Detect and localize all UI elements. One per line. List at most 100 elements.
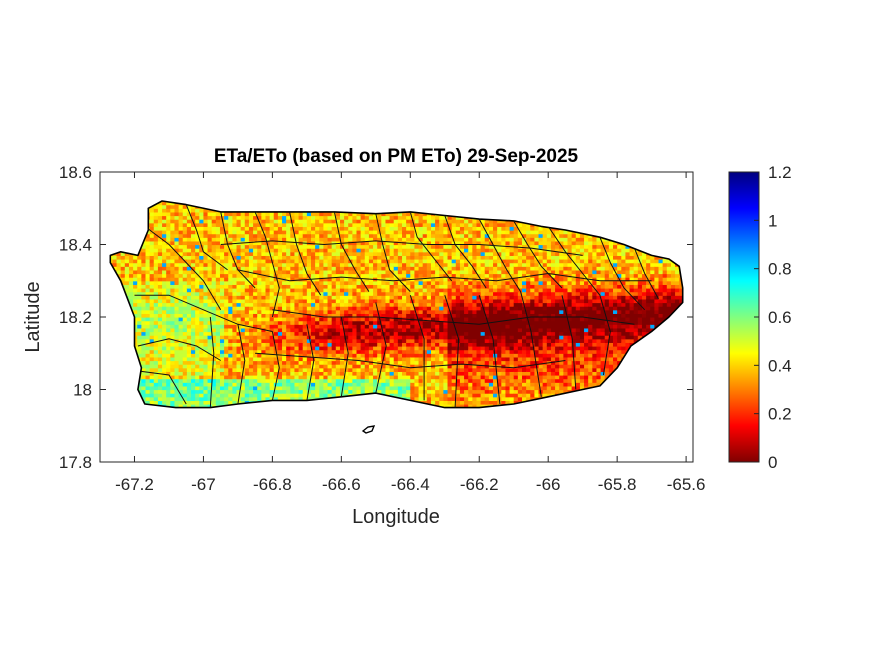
heat-cell [203,273,209,278]
heat-cell [422,295,428,300]
heat-cell [348,367,353,372]
heat-cell [306,302,312,307]
heat-cell [170,222,176,227]
heat-cell [265,338,271,343]
heat-cell [373,389,378,394]
heat-cell [166,204,171,209]
heat-cell [294,222,300,227]
heat-cell [364,237,370,242]
heat-cell [364,255,370,260]
heat-cell [149,356,155,362]
heat-cell [360,349,366,354]
heat-cell [352,335,358,340]
heat-cell [174,360,180,365]
heat-cell [277,320,283,325]
heat-cell [219,342,225,347]
heat-cell [228,356,233,362]
heat-cell [273,360,279,365]
heat-cell [422,375,428,380]
heat-cell [232,375,238,380]
heat-cell [166,273,171,278]
heat-cell [149,367,155,372]
heat-cell [302,393,308,398]
heat-cell [385,255,391,260]
heat-cell [348,317,353,322]
heat-cell [385,327,391,333]
heat-cell [286,331,291,336]
heat-cell [282,375,287,380]
heat-cell [162,371,167,376]
heat-cell [331,211,337,217]
heat-cell [203,342,209,347]
heat-cell [290,389,296,394]
heat-cell [277,382,283,387]
heat-cell [137,251,142,256]
heat-cell [323,367,329,372]
heat-cell [162,280,167,285]
heat-cell [414,324,420,329]
heat-cell [257,371,262,376]
heat-cell [406,356,411,362]
heat-cell [348,327,353,333]
heat-cell [253,342,258,347]
heat-cell [195,215,200,220]
heat-cell [228,288,233,293]
heat-cell [327,382,333,387]
heat-cell [153,298,159,304]
heat-cell [290,298,296,304]
heat-cell [273,284,279,289]
heat-cell [319,251,325,256]
heat-cell [298,313,304,318]
heat-cell [335,313,341,318]
heat-cell [331,284,337,289]
heat-cell [215,211,221,217]
heat-cell [203,230,209,235]
heat-cell [302,375,308,380]
heat-cell [145,356,151,362]
heat-cell [356,389,362,394]
heat-cell [435,240,440,246]
heat-cell [166,248,171,253]
heat-cell [385,331,391,336]
heat-cell [162,291,167,296]
heat-cell [166,346,171,351]
heat-cell [157,248,163,253]
heat-cell [261,226,267,231]
heat-cell [426,288,432,293]
heat-cell [277,248,283,253]
heat-cell [269,233,275,238]
heat-cell [311,309,316,314]
heat-cell [435,324,440,329]
heat-cell [203,259,209,264]
heat-cell [302,309,308,314]
heat-cell [389,284,395,289]
heat-cell [356,240,362,246]
heat-cell [166,262,171,267]
heat-cell [344,233,349,238]
heat-cell [389,320,395,325]
heat-cell [323,302,329,307]
heat-cell [426,302,432,307]
heat-cell [244,244,250,249]
heat-cell [195,396,200,401]
heat-cell [191,240,196,246]
heat-cell [364,269,370,275]
heat-cell [186,240,192,246]
heat-cell [426,251,432,256]
heat-cell [373,346,378,351]
heat-cell [414,367,420,372]
heat-cell [116,262,122,267]
heat-cell [282,356,287,362]
heat-cell [149,211,155,217]
heat-cell [232,222,238,227]
heat-cell [435,248,440,253]
heat-cell [248,233,254,238]
heat-cell [145,396,151,401]
heat-cell [282,385,287,391]
heat-cell [335,349,341,354]
heat-cell [418,280,424,285]
heat-cell [261,338,267,343]
heat-cell [323,324,329,329]
heat-cell [414,382,420,387]
heat-cell [178,317,184,322]
